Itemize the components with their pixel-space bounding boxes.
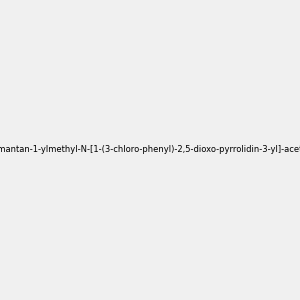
Text: N-Adamantan-1-ylmethyl-N-[1-(3-chloro-phenyl)-2,5-dioxo-pyrrolidin-3-yl]-acetami: N-Adamantan-1-ylmethyl-N-[1-(3-chloro-ph… (0, 146, 300, 154)
